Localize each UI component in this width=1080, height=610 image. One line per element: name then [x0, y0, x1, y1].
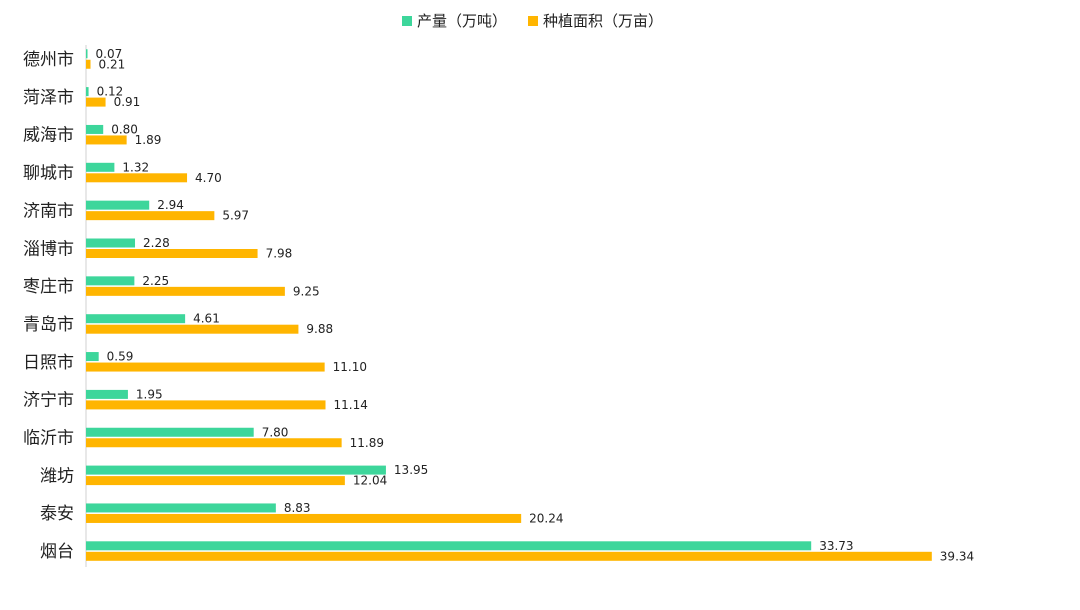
legend-label: 种植面积（万亩）: [543, 12, 663, 30]
bar-production: [86, 503, 276, 513]
data-label: 39.34: [940, 549, 974, 563]
legend-swatch: [402, 16, 412, 26]
bar-area: [86, 476, 345, 486]
category-label: 菏泽市: [23, 88, 74, 108]
legend-swatch: [528, 16, 538, 26]
data-label: 0.07: [96, 47, 123, 61]
data-label: 1.95: [136, 387, 163, 401]
bar-area: [86, 249, 258, 258]
data-label: 20.24: [529, 511, 563, 525]
bar-production: [86, 200, 150, 210]
data-label: 9.88: [306, 322, 333, 336]
bar-area: [86, 211, 215, 221]
data-label: 0.91: [114, 95, 141, 109]
data-label: 12.04: [353, 474, 387, 488]
data-label: 0.80: [111, 122, 138, 136]
bar-production: [86, 276, 135, 286]
legend: 产量（万吨） 种植面积（万亩）: [402, 12, 663, 30]
data-label: 4.61: [193, 312, 220, 326]
category-label: 临沂市: [23, 429, 74, 449]
bar-production: [86, 238, 136, 248]
plot-area: 德州市 0.070.21 菏泽市 0.120.91 威海市 0.801.89 聊城市 1.32…: [23, 47, 974, 564]
category-label: 青岛市: [23, 315, 74, 335]
bar-area: [86, 286, 285, 296]
data-label: 33.73: [819, 539, 853, 553]
data-label: 4.70: [195, 171, 222, 185]
data-label: 2.28: [143, 236, 170, 250]
data-label: 0.59: [107, 350, 134, 364]
bar-area: [86, 438, 342, 448]
bar-area: [86, 97, 106, 107]
data-label: 13.95: [394, 463, 428, 477]
category-label: 济南市: [23, 201, 74, 221]
data-label: 1.32: [122, 160, 149, 174]
bar-production: [86, 427, 254, 437]
bar-area: [86, 551, 932, 561]
data-label: 9.25: [293, 284, 320, 298]
data-label: 2.25: [142, 274, 169, 288]
bar-area: [86, 324, 299, 334]
legend-label: 产量（万吨）: [417, 12, 507, 30]
data-label: 5.97: [222, 209, 249, 223]
data-label: 2.94: [157, 198, 184, 212]
bar-production: [86, 124, 104, 134]
bar-production: [86, 465, 386, 475]
data-label: 1.89: [135, 133, 162, 147]
category-label: 枣庄市: [23, 277, 74, 297]
category-label: 淄博市: [23, 239, 74, 259]
bar-production: [86, 389, 128, 399]
category-label: 烟台: [40, 542, 74, 562]
category-label: 日照市: [23, 353, 74, 373]
data-label: 11.14: [334, 398, 368, 412]
category-label: 泰安: [40, 504, 74, 524]
bar-area: [86, 135, 127, 145]
bar-area: [86, 173, 188, 183]
data-label: 7.98: [266, 247, 293, 261]
category-label: 威海市: [23, 126, 74, 146]
data-label: 8.83: [284, 501, 311, 515]
bar-area: [86, 59, 91, 69]
data-label: 0.12: [97, 85, 124, 99]
category-label: 聊城市: [23, 164, 74, 184]
data-label: 0.21: [99, 57, 126, 71]
bar-production: [86, 352, 99, 362]
bar-production: [86, 314, 186, 324]
category-label: 济宁市: [23, 391, 74, 411]
bar-area: [86, 400, 326, 410]
bar-area: [86, 513, 522, 523]
bar-area: [86, 362, 325, 372]
bar-production: [86, 541, 812, 551]
bar-production: [86, 87, 89, 97]
category-label: 德州市: [23, 50, 74, 70]
bar-production: [86, 49, 88, 59]
data-label: 7.80: [262, 425, 289, 439]
category-label: 潍坊: [40, 466, 74, 486]
data-label: 11.10: [333, 360, 367, 374]
bar-production: [86, 162, 115, 172]
data-label: 11.89: [350, 436, 384, 450]
